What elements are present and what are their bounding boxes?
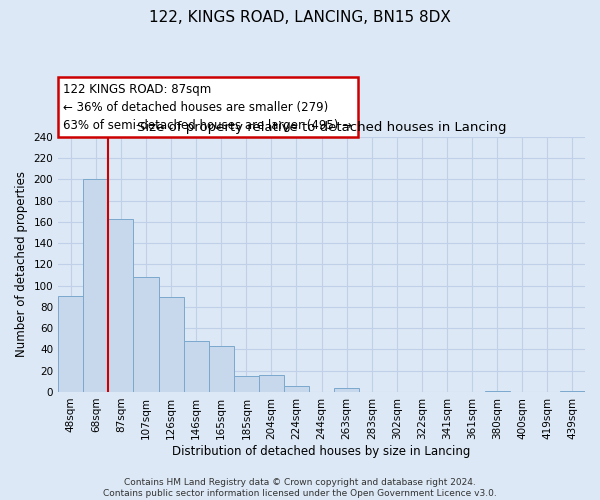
Bar xyxy=(485,391,510,392)
Text: 122, KINGS ROAD, LANCING, BN15 8DX: 122, KINGS ROAD, LANCING, BN15 8DX xyxy=(149,10,451,25)
Bar xyxy=(284,386,309,392)
Bar xyxy=(58,296,83,392)
X-axis label: Distribution of detached houses by size in Lancing: Distribution of detached houses by size … xyxy=(172,444,471,458)
Bar xyxy=(158,298,184,392)
Text: Contains HM Land Registry data © Crown copyright and database right 2024.
Contai: Contains HM Land Registry data © Crown c… xyxy=(103,478,497,498)
Bar xyxy=(234,376,259,392)
Title: Size of property relative to detached houses in Lancing: Size of property relative to detached ho… xyxy=(137,121,506,134)
Y-axis label: Number of detached properties: Number of detached properties xyxy=(15,172,28,358)
Bar xyxy=(109,218,133,392)
Bar xyxy=(83,179,109,392)
Text: 122 KINGS ROAD: 87sqm
← 36% of detached houses are smaller (279)
63% of semi-det: 122 KINGS ROAD: 87sqm ← 36% of detached … xyxy=(64,82,352,132)
Bar xyxy=(133,277,158,392)
Bar xyxy=(259,375,284,392)
Bar xyxy=(209,346,234,392)
Bar xyxy=(184,341,209,392)
Bar xyxy=(560,391,585,392)
Bar xyxy=(334,388,359,392)
